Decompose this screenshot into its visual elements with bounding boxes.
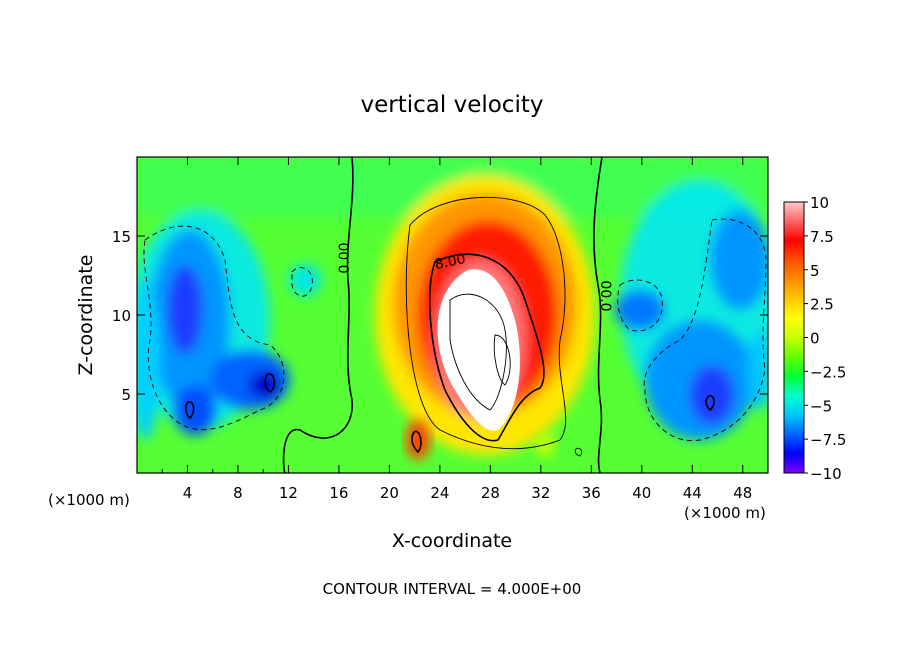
right-blue-core bbox=[690, 365, 734, 425]
contour-16 bbox=[493, 334, 511, 386]
x-tick-label: 20 bbox=[380, 484, 399, 502]
contour-bottom-small bbox=[574, 447, 583, 457]
x-tick-label: 44 bbox=[683, 484, 702, 502]
colorbar-label: 7.5 bbox=[810, 228, 834, 246]
colorbar-label: 0 bbox=[810, 330, 820, 348]
colorbar-label: −2.5 bbox=[810, 363, 846, 381]
left-cyan-spot bbox=[289, 264, 321, 296]
x-tick-label: 8 bbox=[233, 484, 243, 502]
colorbar-labels: 10 7.5 5 2.5 0 −2.5 −5 −7.5 −10 bbox=[804, 194, 846, 483]
contour-neg-core-left bbox=[185, 401, 195, 420]
x-tick-label: 40 bbox=[632, 484, 651, 502]
contour-labels: 0.00 8.00 00.0 bbox=[337, 242, 613, 311]
contour-neg-mid bbox=[291, 267, 313, 297]
y-tick-label: 5 bbox=[121, 386, 131, 404]
zero-contour-left bbox=[282, 157, 354, 473]
left-bottom-blue bbox=[173, 385, 217, 435]
colorbar-label: 2.5 bbox=[810, 296, 834, 314]
colorbar-label: 10 bbox=[810, 194, 829, 212]
contour-label-center: 8.00 bbox=[433, 251, 467, 273]
contour-lines bbox=[143, 157, 767, 473]
x-tick-label: 36 bbox=[582, 484, 601, 502]
y-axis-label: Z-coordinate bbox=[75, 255, 97, 376]
x-tick-label: 48 bbox=[733, 484, 752, 502]
y-tick-label: 15 bbox=[112, 228, 131, 246]
left-edge-cyan bbox=[137, 280, 160, 440]
x-unit-right: (×1000 m) bbox=[684, 504, 766, 522]
contour-bottom-cell bbox=[411, 430, 422, 454]
x-axis-label: X-coordinate bbox=[392, 530, 512, 552]
colorbar-label: −10 bbox=[810, 465, 842, 483]
colorbar: 10 7.5 5 2.5 0 −2.5 −5 −7.5 −10 bbox=[783, 194, 846, 483]
contour-neg-right-inner bbox=[617, 279, 663, 332]
updraft-core bbox=[437, 269, 520, 431]
y-tick-label: 10 bbox=[112, 307, 131, 325]
right-inner-blue bbox=[615, 290, 665, 330]
x-unit-left: (×1000 m) bbox=[48, 491, 130, 509]
colorbar-label: −7.5 bbox=[810, 431, 846, 449]
contour-8 bbox=[429, 253, 545, 442]
x-tick-label: 4 bbox=[183, 484, 193, 502]
colorbar-label: −5 bbox=[810, 397, 832, 415]
x-tick-label: 12 bbox=[279, 484, 298, 502]
cell-bottom-left bbox=[406, 420, 430, 460]
x-tick-label: 16 bbox=[329, 484, 348, 502]
velocity-field bbox=[137, 157, 768, 473]
right-edge-cyan bbox=[748, 330, 768, 410]
contour-interval-footer: CONTOUR INTERVAL = 4.000E+00 bbox=[323, 580, 582, 598]
contour-neg-right-outer bbox=[643, 218, 767, 442]
contour-neg-core-right bbox=[705, 395, 715, 412]
colorbar-label: 5 bbox=[810, 262, 820, 280]
left-downdraft-core bbox=[167, 265, 203, 355]
x-tick-label: 24 bbox=[430, 484, 449, 502]
contour-label-right: 00.0 bbox=[597, 280, 613, 311]
x-tick-label: 28 bbox=[481, 484, 500, 502]
contour-4 bbox=[405, 196, 567, 450]
x-tick-label: 32 bbox=[531, 484, 550, 502]
contour-label-left: 0.00 bbox=[337, 242, 353, 273]
contour-neg-left-outer bbox=[143, 225, 285, 430]
chart-title: vertical velocity bbox=[361, 92, 544, 118]
colorbar-fill bbox=[783, 201, 805, 474]
right-upper-blue bbox=[710, 210, 768, 310]
contour-neg-core-mid bbox=[264, 373, 276, 393]
zero-contour-right bbox=[593, 157, 603, 473]
